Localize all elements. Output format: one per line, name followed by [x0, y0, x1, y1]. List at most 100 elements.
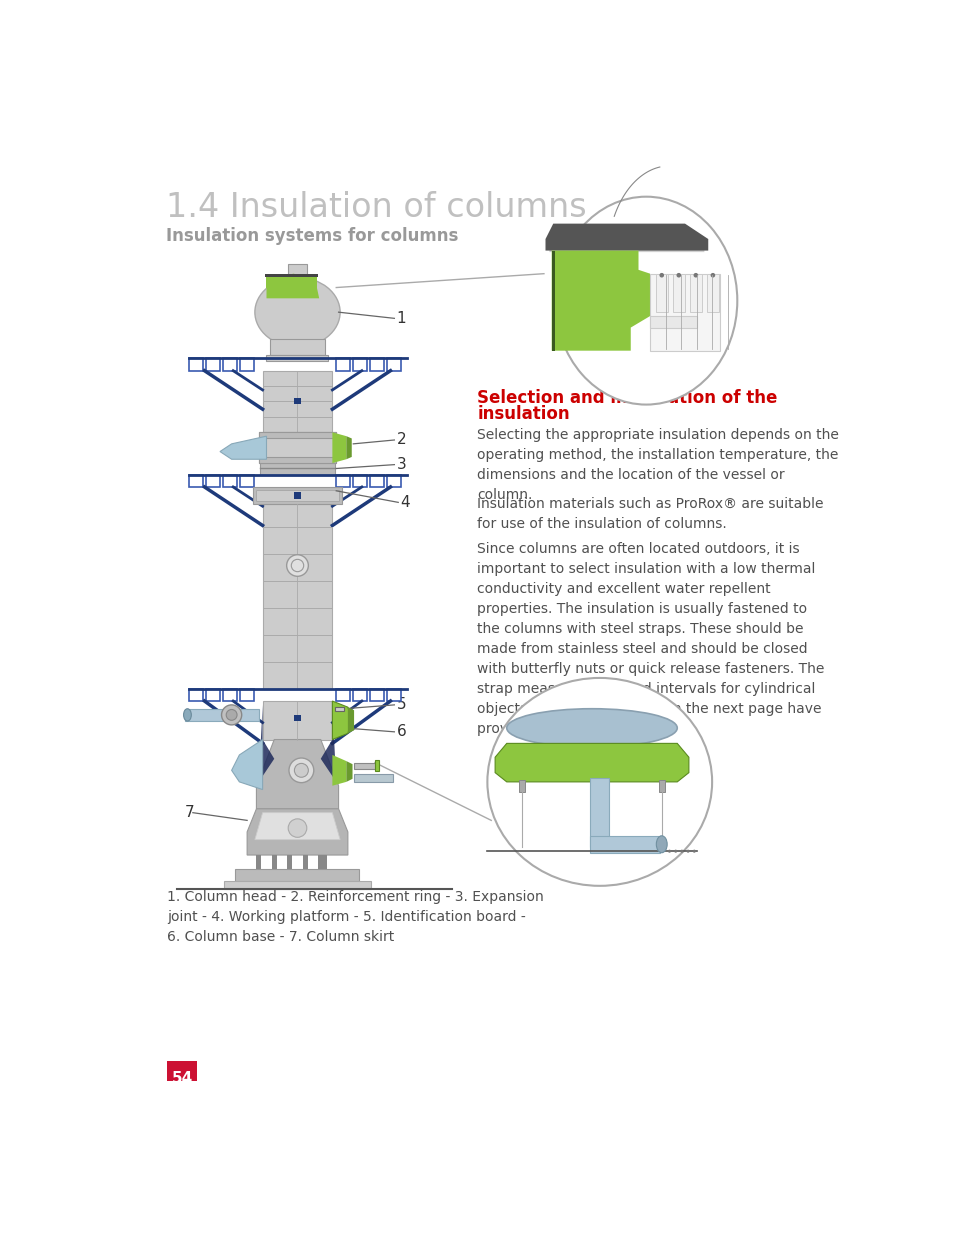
- Polygon shape: [266, 275, 316, 287]
- Bar: [353, 475, 367, 487]
- Polygon shape: [220, 436, 266, 459]
- Bar: [272, 855, 276, 869]
- Circle shape: [676, 273, 680, 277]
- Bar: [353, 359, 367, 371]
- Circle shape: [686, 850, 689, 853]
- Bar: [590, 777, 608, 848]
- Polygon shape: [247, 809, 348, 855]
- Bar: [387, 688, 401, 701]
- Polygon shape: [266, 273, 313, 287]
- Text: 1. Column head - 2. Reinforcement ring - 3. Expansion
joint - 4. Working platfor: 1. Column head - 2. Reinforcement ring -…: [167, 889, 543, 944]
- Bar: [370, 475, 384, 487]
- Bar: [240, 359, 253, 371]
- Bar: [335, 475, 350, 487]
- Bar: [260, 463, 335, 475]
- Bar: [318, 855, 323, 869]
- Bar: [258, 456, 335, 463]
- Text: 2: 2: [396, 433, 406, 448]
- Bar: [258, 433, 335, 439]
- Bar: [266, 355, 328, 361]
- Circle shape: [288, 819, 307, 838]
- Text: 7: 7: [185, 805, 194, 820]
- Bar: [206, 688, 220, 701]
- Bar: [672, 273, 684, 312]
- Polygon shape: [266, 287, 319, 298]
- Text: Since columns are often located outdoors, it is
important to select insulation w: Since columns are often located outdoors…: [476, 542, 823, 736]
- Bar: [286, 275, 309, 280]
- Bar: [256, 490, 338, 500]
- Polygon shape: [332, 755, 346, 786]
- Bar: [189, 475, 203, 487]
- Polygon shape: [232, 740, 262, 790]
- Bar: [335, 688, 350, 701]
- Polygon shape: [545, 223, 707, 251]
- Bar: [375, 760, 378, 771]
- Bar: [518, 780, 525, 791]
- Bar: [287, 855, 292, 869]
- Bar: [223, 688, 236, 701]
- Circle shape: [659, 273, 663, 277]
- Polygon shape: [348, 707, 354, 734]
- Bar: [223, 475, 236, 487]
- Bar: [266, 280, 305, 287]
- Circle shape: [710, 273, 715, 277]
- Ellipse shape: [254, 277, 340, 347]
- Ellipse shape: [487, 678, 711, 885]
- Text: 4: 4: [400, 495, 410, 510]
- Bar: [335, 707, 344, 711]
- Bar: [294, 398, 301, 404]
- Text: Selection and installation of the: Selection and installation of the: [476, 389, 777, 408]
- Circle shape: [226, 710, 236, 720]
- Bar: [649, 316, 696, 327]
- Bar: [322, 855, 327, 869]
- Ellipse shape: [506, 709, 677, 747]
- Polygon shape: [258, 705, 274, 782]
- Polygon shape: [256, 740, 338, 809]
- Bar: [262, 701, 332, 740]
- Polygon shape: [551, 251, 555, 351]
- Bar: [189, 359, 203, 371]
- Text: 6: 6: [396, 725, 406, 740]
- Bar: [294, 715, 301, 721]
- Bar: [294, 493, 301, 499]
- Bar: [206, 475, 220, 487]
- Text: 5: 5: [396, 697, 406, 712]
- Bar: [185, 709, 258, 721]
- Ellipse shape: [183, 709, 192, 721]
- Text: 1: 1: [396, 311, 406, 326]
- Ellipse shape: [656, 835, 666, 853]
- Bar: [689, 273, 701, 312]
- Bar: [590, 835, 659, 853]
- Circle shape: [221, 705, 241, 725]
- Polygon shape: [320, 705, 335, 782]
- Polygon shape: [332, 701, 349, 740]
- Circle shape: [679, 850, 682, 853]
- Text: 54: 54: [172, 1071, 193, 1086]
- Bar: [706, 273, 719, 312]
- Circle shape: [667, 850, 670, 853]
- Text: Insulation systems for columns: Insulation systems for columns: [166, 227, 457, 246]
- Bar: [253, 487, 341, 504]
- Bar: [262, 371, 332, 433]
- Bar: [370, 688, 384, 701]
- Bar: [335, 359, 350, 371]
- Text: insulation: insulation: [476, 405, 569, 423]
- Bar: [262, 504, 332, 688]
- Polygon shape: [549, 227, 703, 252]
- Bar: [258, 433, 335, 463]
- Circle shape: [286, 554, 308, 577]
- Polygon shape: [551, 251, 649, 351]
- Bar: [370, 359, 384, 371]
- Bar: [353, 688, 367, 701]
- Text: Insulation materials such as ProRox® are suitable
for use of the insulation of c: Insulation materials such as ProRox® are…: [476, 497, 823, 530]
- Text: Selecting the appropriate insulation depends on the
operating method, the instal: Selecting the appropriate insulation dep…: [476, 428, 839, 502]
- Circle shape: [294, 764, 308, 777]
- Bar: [655, 273, 667, 312]
- Circle shape: [693, 273, 698, 277]
- Bar: [189, 688, 203, 701]
- Bar: [270, 339, 324, 355]
- Circle shape: [692, 850, 695, 853]
- Bar: [387, 359, 401, 371]
- Polygon shape: [254, 813, 340, 840]
- Bar: [206, 359, 220, 371]
